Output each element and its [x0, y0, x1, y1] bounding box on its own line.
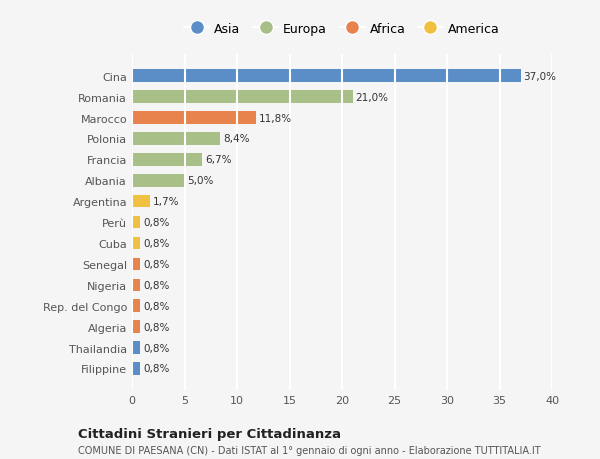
Bar: [132, 133, 220, 146]
Text: 8,4%: 8,4%: [223, 134, 250, 144]
Text: 0,8%: 0,8%: [143, 364, 170, 374]
Text: 0,8%: 0,8%: [143, 259, 170, 269]
Bar: [132, 112, 256, 124]
Bar: [132, 91, 353, 104]
Text: 0,8%: 0,8%: [143, 343, 170, 353]
Bar: [132, 237, 140, 250]
Bar: [132, 174, 185, 187]
Bar: [132, 341, 140, 354]
Legend: Asia, Europa, Africa, America: Asia, Europa, Africa, America: [179, 18, 505, 41]
Bar: [132, 321, 140, 333]
Text: 37,0%: 37,0%: [524, 72, 557, 82]
Text: 11,8%: 11,8%: [259, 113, 292, 123]
Text: Cittadini Stranieri per Cittadinanza: Cittadini Stranieri per Cittadinanza: [78, 427, 341, 440]
Text: 0,8%: 0,8%: [143, 280, 170, 290]
Bar: [132, 258, 140, 271]
Text: 1,7%: 1,7%: [153, 197, 179, 207]
Bar: [132, 70, 521, 83]
Text: 0,8%: 0,8%: [143, 239, 170, 248]
Text: 21,0%: 21,0%: [356, 92, 389, 102]
Bar: [132, 363, 140, 375]
Bar: [132, 300, 140, 312]
Text: 6,7%: 6,7%: [205, 155, 232, 165]
Text: 0,8%: 0,8%: [143, 218, 170, 228]
Bar: [132, 279, 140, 291]
Text: 0,8%: 0,8%: [143, 322, 170, 332]
Bar: [132, 196, 150, 208]
Text: 0,8%: 0,8%: [143, 301, 170, 311]
Bar: [132, 216, 140, 229]
Text: 5,0%: 5,0%: [188, 176, 214, 186]
Text: COMUNE DI PAESANA (CN) - Dati ISTAT al 1° gennaio di ogni anno - Elaborazione TU: COMUNE DI PAESANA (CN) - Dati ISTAT al 1…: [78, 445, 541, 455]
Bar: [132, 154, 202, 166]
